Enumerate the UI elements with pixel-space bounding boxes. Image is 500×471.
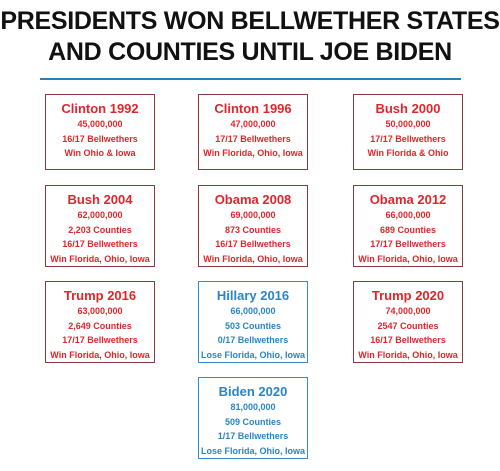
title-line-2: AND COUNTIES UNTIL JOE BIDEN xyxy=(48,38,452,66)
card-counties: 503 Counties xyxy=(224,320,282,331)
card-votes: 69,000,000 xyxy=(230,210,276,220)
card-clinton-1996: Clinton 1996 47,000,000 17/17 Bellwether… xyxy=(198,94,308,170)
card-obama-2012: Obama 2012 66,000,000 689 Counties 17/17… xyxy=(353,185,463,267)
card-bellwethers: 17/17 Bellwethers xyxy=(215,133,291,144)
title-line-1: PRESIDENTS WON BELLWETHER STATES xyxy=(0,7,500,35)
card-bellwethers: 16/17 Bellwethers xyxy=(370,335,446,345)
card-bush-2000: Bush 2000 50,000,000 17/17 Bellwethers W… xyxy=(353,94,463,170)
card-counties: 2,649 Counties xyxy=(68,320,132,331)
card-trump-2016: Trump 2016 63,000,000 2,649 Counties 17/… xyxy=(45,281,155,363)
card-counties: 2,203 Counties xyxy=(68,224,132,235)
card-name: Biden 2020 xyxy=(218,384,288,399)
page-title: PRESIDENTS WON BELLWETHER STATES AND COU… xyxy=(0,6,500,68)
card-name: Obama 2012 xyxy=(369,192,447,207)
card-states: Lose Florida, Ohio, Iowa xyxy=(200,349,305,360)
card-bellwethers: 1/17 Bellwethers xyxy=(217,431,289,441)
card-name: Clinton 1992 xyxy=(61,101,139,116)
card-states: Lose Florida, Ohio, Iowa xyxy=(200,445,305,456)
card-name: Trump 2020 xyxy=(371,288,445,303)
card-votes: 66,000,000 xyxy=(385,210,431,220)
card-obama-2008: Obama 2008 69,000,000 873 Counties 16/17… xyxy=(198,185,308,267)
card-counties: 509 Counties xyxy=(224,416,282,427)
card-hillary-2016: Hillary 2016 66,000,000 503 Counties 0/1… xyxy=(198,281,308,363)
card-votes: 63,000,000 xyxy=(77,306,123,316)
card-states: Win Florida, Ohio, Iowa xyxy=(358,253,458,264)
card-votes: 50,000,000 xyxy=(385,119,431,129)
card-bellwethers: 17/17 Bellwethers xyxy=(62,335,138,345)
card-name: Trump 2016 xyxy=(63,288,137,303)
title-divider xyxy=(40,78,461,80)
card-counties: 873 Counties xyxy=(224,224,282,235)
card-name: Bush 2000 xyxy=(375,101,441,116)
card-name: Clinton 1996 xyxy=(214,101,292,116)
card-bellwethers: 16/17 Bellwethers xyxy=(62,239,138,249)
card-trump-2020: Trump 2020 74,000,000 2547 Counties 16/1… xyxy=(353,281,463,363)
card-bush-2004: Bush 2004 62,000,000 2,203 Counties 16/1… xyxy=(45,185,155,267)
card-states: Win Florida & Ohio xyxy=(367,148,449,158)
card-votes: 45,000,000 xyxy=(77,119,123,129)
card-bellwethers: 16/17 Bellwethers xyxy=(215,239,291,249)
card-states: Win Florida, Ohio, Iowa xyxy=(203,253,303,264)
card-biden-2020: Biden 2020 81,000,000 509 Counties 1/17 … xyxy=(198,377,308,459)
card-votes: 62,000,000 xyxy=(77,210,123,220)
card-states: Win Florida, Ohio, Iowa xyxy=(50,349,150,360)
card-states: Win Florida, Ohio, Iowa xyxy=(358,349,458,360)
card-states: Win Florida, Ohio, Iowa xyxy=(203,148,303,158)
card-name: Bush 2004 xyxy=(67,192,133,207)
card-votes: 66,000,000 xyxy=(230,306,276,316)
card-clinton-1992: Clinton 1992 45,000,000 16/17 Bellwether… xyxy=(45,94,155,170)
card-votes: 47,000,000 xyxy=(230,119,276,129)
card-bellwethers: 17/17 Bellwethers xyxy=(370,133,446,144)
card-states: Win Florida, Ohio, Iowa xyxy=(50,253,150,264)
card-counties: 689 Counties xyxy=(379,224,437,235)
card-votes: 74,000,000 xyxy=(385,306,431,316)
card-bellwethers: 16/17 Bellwethers xyxy=(62,133,138,144)
card-bellwethers: 0/17 Bellwethers xyxy=(217,335,289,345)
card-counties: 2547 Counties xyxy=(377,320,439,331)
card-bellwethers: 17/17 Bellwethers xyxy=(370,239,446,249)
card-states: Win Ohio & Iowa xyxy=(64,148,136,158)
card-name: Obama 2008 xyxy=(214,192,292,207)
card-name: Hillary 2016 xyxy=(216,288,290,303)
card-votes: 81,000,000 xyxy=(230,402,276,412)
